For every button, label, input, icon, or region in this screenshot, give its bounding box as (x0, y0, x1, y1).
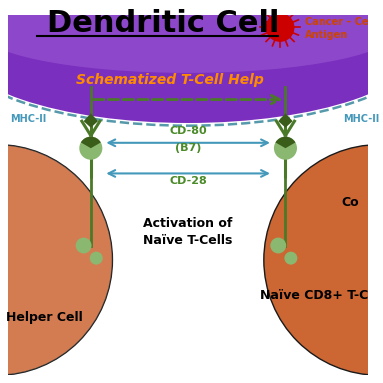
Circle shape (270, 237, 286, 254)
Text: Dendritic Cell: Dendritic Cell (47, 9, 279, 38)
Circle shape (0, 145, 113, 375)
Text: Schematized T-Cell Help: Schematized T-Cell Help (76, 73, 264, 87)
Circle shape (90, 252, 103, 265)
Text: MHC-II: MHC-II (10, 115, 46, 124)
Text: Naïve T-Cells: Naïve T-Cells (144, 234, 233, 247)
Polygon shape (83, 113, 98, 128)
Text: CD-80: CD-80 (169, 126, 207, 136)
Circle shape (79, 137, 102, 160)
Circle shape (266, 14, 294, 41)
Text: Cancer – Ce: Cancer – Ce (305, 17, 369, 27)
Circle shape (274, 137, 297, 160)
Text: Naïve CD8+ T-C: Naïve CD8+ T-C (260, 290, 368, 303)
Text: Activation of: Activation of (144, 218, 233, 231)
Circle shape (0, 145, 113, 375)
Text: MHC-II: MHC-II (343, 115, 380, 124)
Wedge shape (81, 137, 101, 148)
Text: CD-28: CD-28 (169, 176, 207, 186)
Text: (B7): (B7) (175, 143, 201, 153)
Text: Co: Co (342, 196, 359, 209)
Wedge shape (275, 137, 295, 148)
Ellipse shape (0, 0, 383, 123)
Ellipse shape (0, 0, 383, 73)
Polygon shape (278, 113, 293, 128)
Text: Helper Cell: Helper Cell (6, 311, 82, 324)
Text: Antigen: Antigen (305, 29, 349, 40)
Circle shape (264, 145, 383, 375)
Circle shape (76, 237, 92, 254)
Circle shape (284, 252, 297, 265)
